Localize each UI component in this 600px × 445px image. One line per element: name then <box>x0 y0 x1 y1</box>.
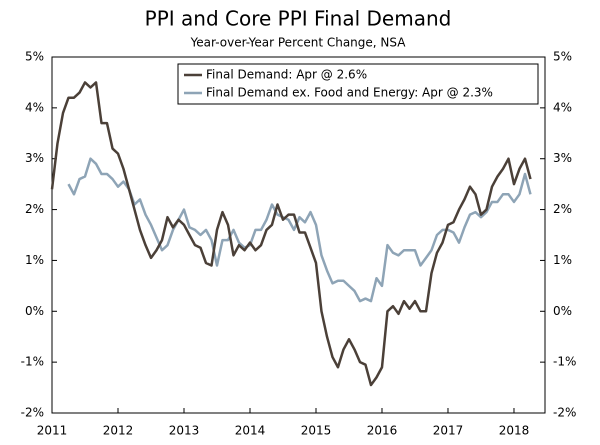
legend-label: Final Demand: Apr @ 2.6% <box>206 68 367 82</box>
plot-frame <box>51 56 546 414</box>
series-line <box>67 157 532 303</box>
chart-title: PPI and Core PPI Final Demand <box>145 7 452 31</box>
y2-tick-label: 5% <box>553 50 572 64</box>
y-tick-label: -2% <box>21 406 44 420</box>
series-line <box>50 81 532 387</box>
y2-tick-label: 3% <box>553 151 572 165</box>
y2-tick-label: 0% <box>553 304 572 318</box>
x-tick-label: 2011 <box>37 424 68 438</box>
x-tick-label: 2013 <box>169 424 200 438</box>
x-tick-label: 2014 <box>235 424 266 438</box>
y2-tick-label: 4% <box>553 100 572 114</box>
x-tick-label: 2018 <box>499 424 530 438</box>
legend-box <box>177 63 539 105</box>
y2-tick-label: -1% <box>553 355 576 369</box>
y-tick-label: -1% <box>21 355 44 369</box>
y-tick-label: 2% <box>25 202 44 216</box>
chart-subtitle: Year-over-Year Percent Change, NSA <box>190 36 407 50</box>
y2-tick-label: 2% <box>553 202 572 216</box>
y-tick-label: 3% <box>25 151 44 165</box>
y-tick-label: 1% <box>25 253 44 267</box>
y-tick-label: 4% <box>25 100 44 114</box>
y2-tick-label: 1% <box>553 253 572 267</box>
y2-tick-label: -2% <box>553 406 576 420</box>
x-tick-label: 2012 <box>103 424 134 438</box>
x-tick-label: 2016 <box>367 424 398 438</box>
legend-label: Final Demand ex. Food and Energy: Apr @ … <box>206 86 493 100</box>
x-tick-label: 2017 <box>433 424 464 438</box>
y-tick-label: 0% <box>25 304 44 318</box>
y-tick-label: 5% <box>25 50 44 64</box>
x-tick-label: 2015 <box>301 424 332 438</box>
